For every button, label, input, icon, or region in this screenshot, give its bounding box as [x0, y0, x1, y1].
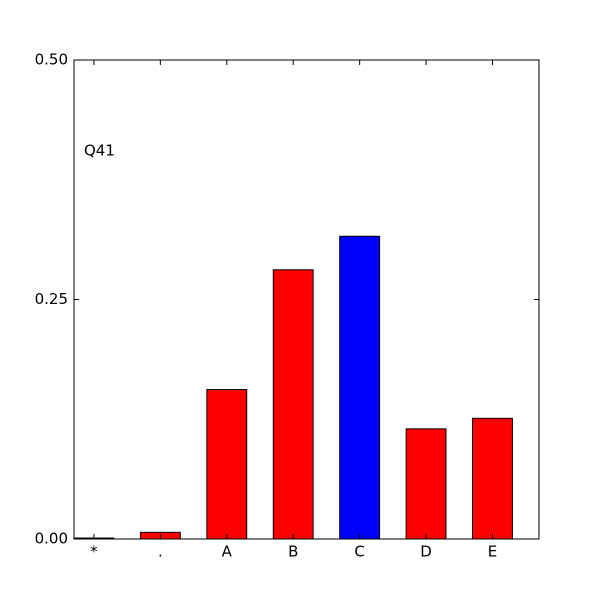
- y-tick-label: 0.25: [35, 290, 68, 308]
- bar: [339, 235, 381, 540]
- x-tick-label: *: [90, 543, 98, 561]
- y-tick-label: 0.50: [35, 51, 68, 69]
- x-tick-label: A: [222, 543, 233, 561]
- bar: [405, 428, 447, 540]
- x-tick-label: D: [420, 543, 432, 561]
- x-tick-label: .: [158, 543, 163, 561]
- x-tick-label: B: [288, 543, 298, 561]
- annotation: Q41: [84, 142, 115, 160]
- y-tick-label: 0.00: [35, 530, 68, 548]
- bar: [206, 389, 248, 540]
- x-tick-label: C: [354, 543, 364, 561]
- bar: [472, 417, 513, 540]
- bar: [272, 269, 314, 540]
- x-tick-label: E: [488, 543, 497, 561]
